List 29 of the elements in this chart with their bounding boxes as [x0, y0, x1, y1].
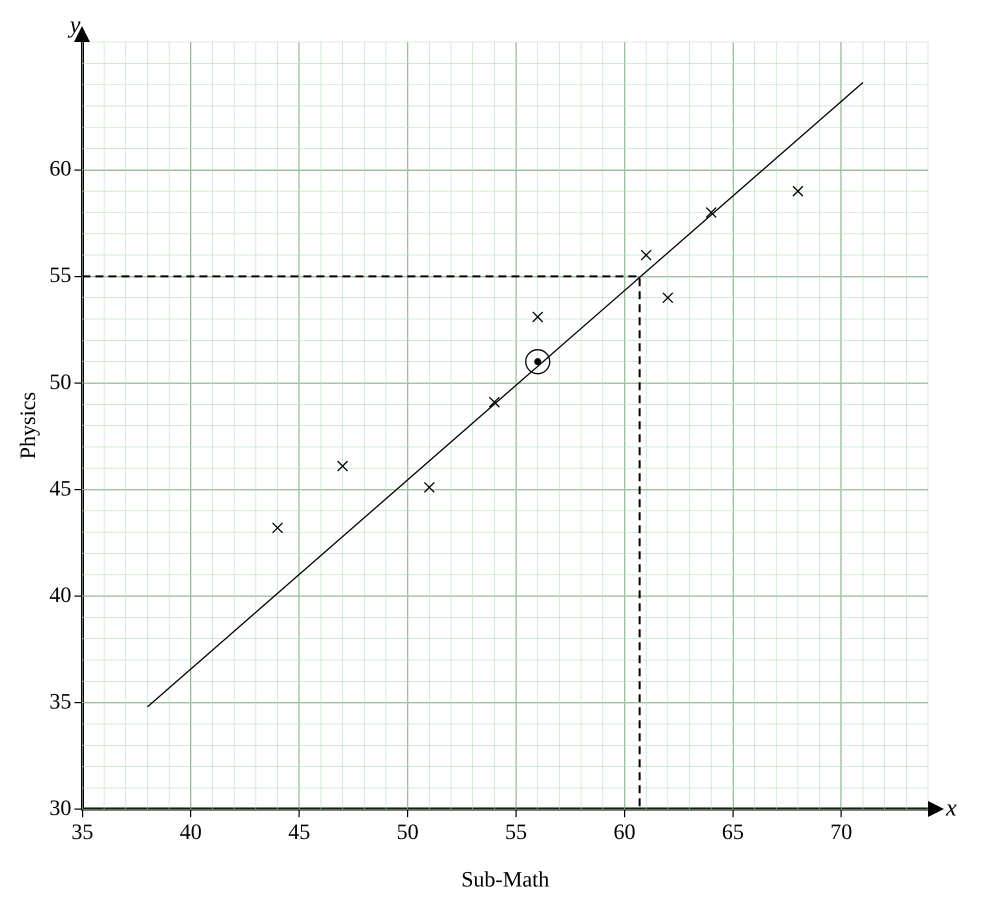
y-tick-label: 55	[49, 262, 72, 288]
x-tick-label: 45	[288, 819, 310, 844]
point	[488, 396, 500, 408]
x-tick-label: 35	[71, 819, 94, 844]
point	[336, 460, 348, 472]
y-axis-title: Physics	[14, 392, 40, 460]
x-tick-label: 70	[830, 819, 852, 844]
point	[532, 311, 544, 323]
x-axis-title: Sub-Math	[461, 866, 550, 892]
point	[662, 292, 674, 304]
text: x	[945, 796, 957, 822]
x-tick-label: 65	[722, 819, 744, 844]
y-tick-label: 40	[49, 582, 72, 607]
point	[640, 250, 652, 261]
y-tick-label: 50	[49, 368, 72, 394]
text: y	[68, 12, 81, 38]
x-tick-label: 55	[505, 819, 528, 844]
point	[525, 349, 550, 374]
x-tick-label: 40	[180, 819, 202, 844]
y-tick-label: 35	[49, 688, 72, 714]
point	[706, 206, 717, 218]
y-tick-label: 30	[49, 794, 72, 820]
x-tick-label: 50	[396, 819, 419, 844]
x-tick-label: 60	[613, 819, 636, 844]
y-tick-label: 60	[49, 156, 72, 181]
point	[792, 186, 804, 197]
y-tick-label: 45	[49, 475, 72, 500]
point	[424, 482, 435, 493]
point	[272, 522, 284, 534]
